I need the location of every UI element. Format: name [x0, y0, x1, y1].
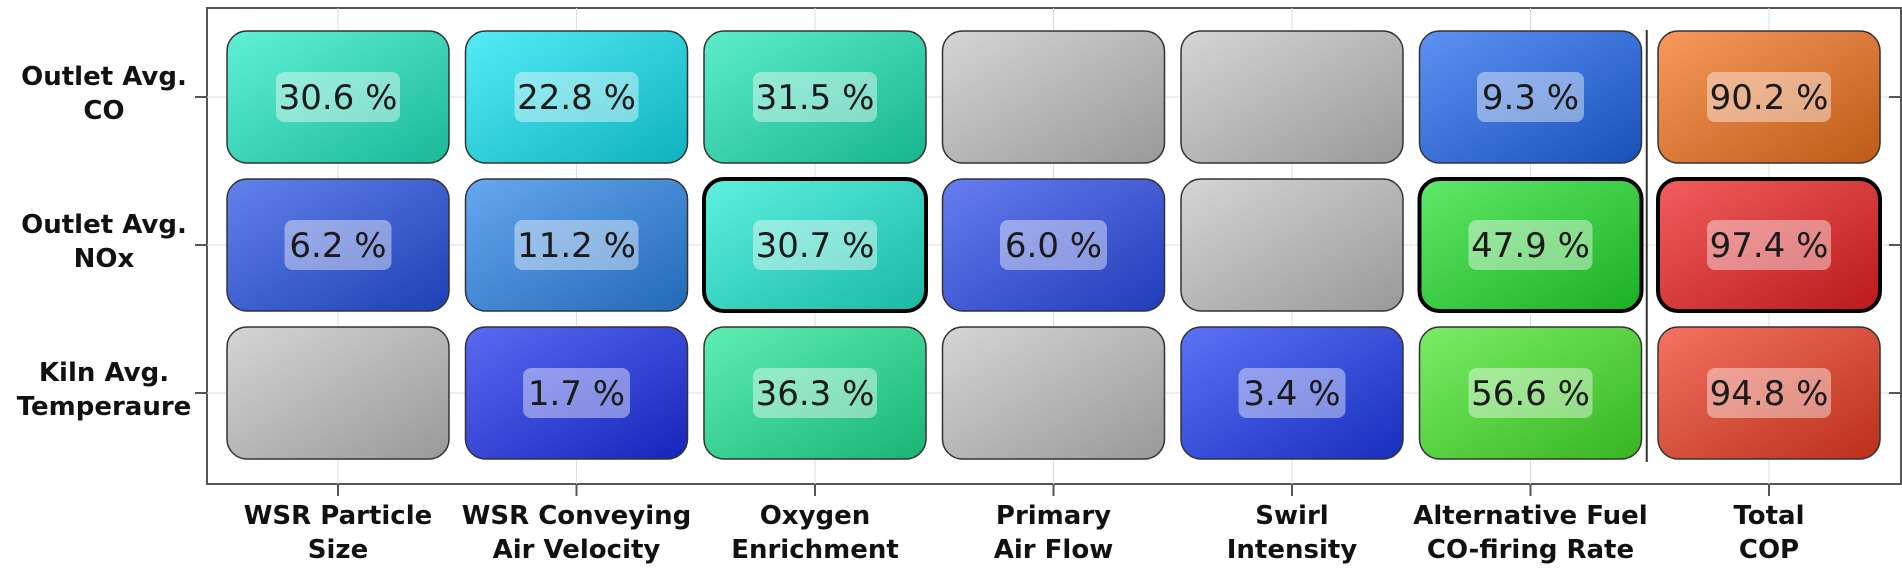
value-label-box	[284, 220, 392, 270]
value-label-box	[1238, 368, 1346, 418]
heatmap-cell	[703, 326, 927, 460]
row-label: Kiln Avg.	[39, 358, 169, 388]
column-label: Enrichment	[731, 535, 899, 565]
column-label: WSR Particle	[244, 501, 433, 531]
value-label-box	[1707, 368, 1831, 418]
row-label: Outlet Avg.	[21, 210, 187, 240]
column-labels: WSR Particle Size WSR Conveying Air Velocit…	[244, 501, 1805, 565]
column-label: Primary	[996, 501, 1111, 531]
row-label: Temperaure	[17, 392, 192, 422]
heatmap-cell	[464, 326, 689, 460]
value-label-box	[753, 368, 877, 418]
row-label: CO	[83, 96, 124, 126]
value-label: 6.2 %	[289, 226, 386, 266]
value-label: 36.3 %	[756, 374, 875, 414]
row-labels: Outlet Avg. CO Outlet Avg. NOx Kiln Avg. Temp…	[17, 62, 192, 422]
value-label-box	[1468, 368, 1593, 418]
value-label-box	[1468, 220, 1593, 270]
column-label: Oxygen	[760, 501, 871, 531]
value-label: 30.6 %	[279, 78, 398, 118]
heatmap-cell	[1418, 30, 1643, 164]
value-label: 30.7 %	[756, 226, 875, 266]
value-label: 94.8 %	[1710, 374, 1829, 414]
column-label: Size	[308, 535, 368, 565]
value-label: 3.4 %	[1243, 374, 1340, 414]
column-label: Air Flow	[994, 535, 1113, 565]
heatmap-cell	[941, 30, 1166, 164]
column-label: Alternative Fuel	[1413, 501, 1647, 531]
heatmap-cell	[464, 178, 689, 312]
heatmap-cell	[1418, 326, 1643, 460]
value-label: 22.8 %	[517, 78, 636, 118]
heatmap-cell	[703, 30, 927, 164]
heatmap-cell	[226, 30, 450, 164]
value-label: 31.5 %	[756, 78, 875, 118]
heatmap-cell	[1180, 178, 1404, 312]
value-label: 11.2 %	[517, 226, 636, 266]
column-label: Total	[1733, 501, 1804, 531]
heatmap-cell	[1180, 30, 1404, 164]
value-label-box	[1707, 72, 1831, 122]
value-label-box	[1707, 220, 1831, 270]
value-label-box	[1477, 72, 1584, 122]
value-label: 9.3 %	[1482, 78, 1579, 118]
value-label-box	[753, 72, 877, 122]
row-label: NOx	[74, 244, 135, 274]
heatmap-cell	[702, 177, 928, 313]
heatmap-cell	[226, 178, 450, 312]
value-label: 90.2 %	[1710, 78, 1829, 118]
heatmap-cell	[226, 326, 450, 460]
column-label: COP	[1739, 535, 1799, 565]
value-label-box	[276, 72, 400, 122]
heatmap-cell	[1657, 30, 1881, 164]
value-label-box	[1000, 220, 1107, 270]
heatmap-cells: 30.6 % 22.8 % 31.5 % 9.3 % 90.2 % 6.2 % 11.2 %…	[226, 30, 1882, 460]
value-label-box	[753, 220, 877, 270]
value-label: 47.9 %	[1471, 226, 1590, 266]
heatmap-cell	[1657, 326, 1881, 460]
heatmap-cell	[941, 326, 1166, 460]
value-label: 6.0 %	[1005, 226, 1102, 266]
column-label: WSR Conveying	[462, 501, 692, 531]
value-label: 56.6 %	[1471, 374, 1590, 414]
value-label-box	[514, 220, 639, 270]
value-label: 1.7 %	[528, 374, 625, 414]
column-label: CO-firing Rate	[1427, 535, 1634, 565]
heatmap-cell	[1656, 177, 1882, 313]
row-label: Outlet Avg.	[21, 62, 187, 92]
axis-ticks	[195, 96, 1901, 496]
heatmap-cell	[1180, 326, 1404, 460]
heatmap-cell	[941, 178, 1166, 312]
column-label: Swirl	[1255, 501, 1328, 531]
value-label: 97.4 %	[1710, 226, 1829, 266]
heatmap-cell	[464, 30, 689, 164]
value-label-box	[514, 72, 639, 122]
column-label: Intensity	[1227, 535, 1358, 565]
column-label: Air Velocity	[493, 535, 661, 565]
value-label-box	[523, 368, 630, 418]
heatmap-cell	[1417, 177, 1644, 313]
